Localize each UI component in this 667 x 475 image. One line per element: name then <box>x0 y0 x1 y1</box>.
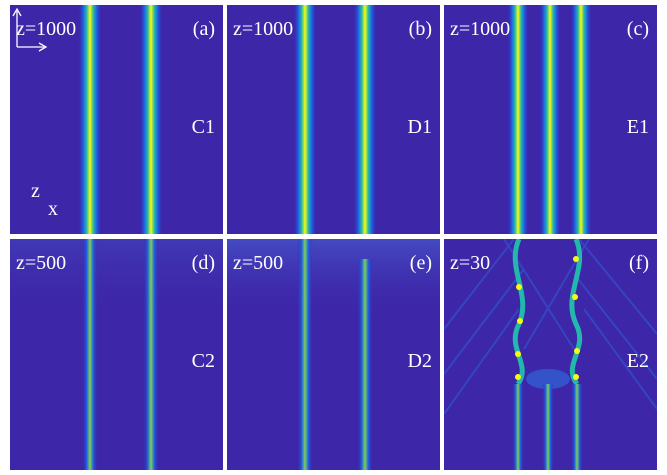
panel-name: E2 <box>626 350 649 372</box>
beam-b-2 <box>353 5 377 234</box>
beam-f-left-oscillating <box>512 239 526 386</box>
radiation-waves <box>444 239 657 415</box>
beam-f-1 <box>512 384 524 470</box>
z-label: z=1000 <box>450 18 511 40</box>
beam-b-1 <box>293 5 317 234</box>
beam-f-2 <box>542 384 554 470</box>
axis-z-label: z <box>31 180 40 202</box>
z-label: z=30 <box>450 252 491 274</box>
beam-field-f <box>444 239 657 470</box>
z-label: z=1000 <box>16 18 77 40</box>
axis-x-label: x <box>48 198 58 220</box>
z-label: z=500 <box>233 252 284 274</box>
panel-name: E1 <box>626 116 649 138</box>
beam-a-2 <box>139 5 163 234</box>
panel-letter: (d) <box>191 252 215 274</box>
beam-e-2 <box>357 259 373 470</box>
beam-field-e <box>227 239 440 470</box>
arrow-up-icon <box>12 7 22 17</box>
beam-d-1 <box>82 239 98 470</box>
beam-field-a <box>78 5 163 234</box>
beam-field-d <box>10 239 223 470</box>
panel-e: z=500 (e) D2 <box>227 239 440 470</box>
beam-c-2 <box>539 5 561 234</box>
panel-name: C2 <box>191 350 215 372</box>
panel-letter: (c) <box>626 18 649 40</box>
beam-c-3 <box>570 5 592 234</box>
panel-f: z=30 (f) E2 <box>444 239 657 470</box>
beam-c-1 <box>507 5 529 234</box>
arrow-right-icon <box>38 42 48 52</box>
panel-letter: (e) <box>409 252 432 274</box>
panel-d: z=500 (d) C2 <box>10 239 223 470</box>
panel-letter: (b) <box>408 18 432 40</box>
panel-b: z=1000 (b) D1 <box>227 5 440 234</box>
panel-a: z=1000 (a) C1 z x <box>10 5 223 234</box>
panel-name: D2 <box>407 350 432 372</box>
beam-f-3 <box>571 384 583 470</box>
beam-field-c <box>507 5 592 234</box>
panel-name: D1 <box>407 116 432 138</box>
beam-a-1 <box>78 5 102 234</box>
beam-field-b <box>293 5 377 234</box>
z-label: z=1000 <box>233 18 294 40</box>
beam-e-1 <box>297 239 313 470</box>
beam-f-right-oscillating <box>569 239 583 386</box>
beam-d-2 <box>143 239 159 470</box>
panel-letter: (f) <box>629 252 649 274</box>
panel-name: C1 <box>191 116 215 138</box>
z-label: z=500 <box>16 252 67 274</box>
panel-c: z=1000 (c) E1 <box>444 5 657 234</box>
axis-indicator <box>12 7 48 52</box>
bright-spots <box>515 256 580 380</box>
panel-letter: (a) <box>192 18 215 40</box>
